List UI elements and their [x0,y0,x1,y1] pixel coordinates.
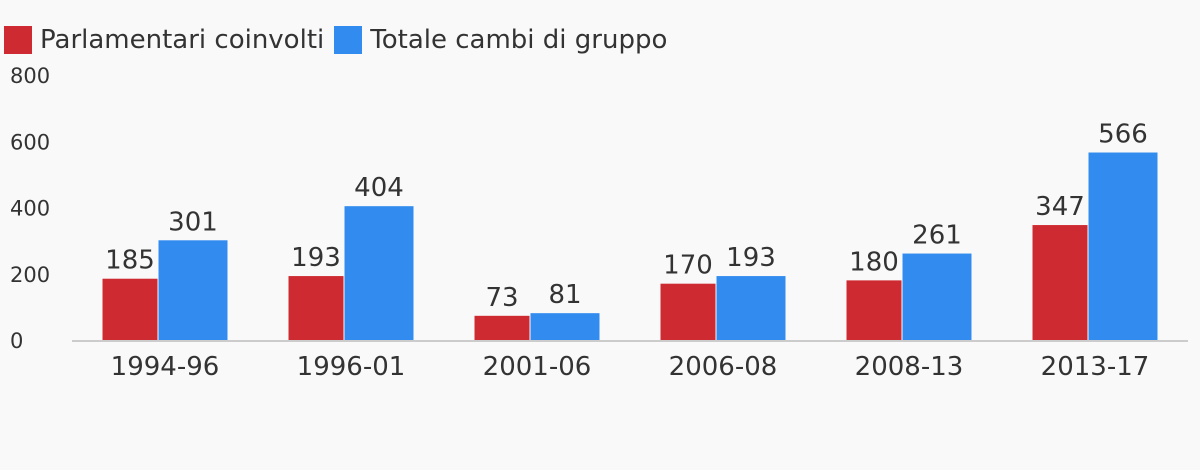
x-category-label: 1996-01 [297,352,406,382]
data-label: 301 [168,207,218,237]
legend-swatch-parlamentari [4,26,32,54]
bar-parlamentari[interactable] [846,280,902,340]
y-tick-label: 400 [10,197,50,221]
bar-totale[interactable] [1088,152,1158,340]
data-label: 193 [291,243,341,273]
data-label: 170 [663,251,713,281]
y-tick-label: 200 [10,263,50,287]
y-tick-label: 600 [10,130,50,154]
bar-totale[interactable] [716,276,786,340]
x-category-label: 1994-96 [111,352,220,382]
bar-parlamentari[interactable] [1032,225,1088,340]
data-label: 81 [548,280,581,310]
bar-totale[interactable] [158,240,228,340]
bar-totale[interactable] [530,313,600,340]
bar-parlamentari[interactable] [288,276,344,340]
data-label: 566 [1098,120,1148,150]
legend-swatch-totale [334,26,363,54]
x-category-label: 2001-06 [483,352,592,382]
legend-item-totale[interactable]: Totale cambi di gruppo [334,25,667,55]
data-label: 185 [105,246,155,276]
bar-totale[interactable] [902,253,972,340]
legend-item-parlamentari[interactable]: Parlamentari coinvolti [4,25,324,55]
legend-label-totale: Totale cambi di gruppo [370,25,668,55]
bar-totale[interactable] [344,206,414,340]
legend-label-parlamentari: Parlamentari coinvolti [40,25,325,55]
bar-parlamentari[interactable] [660,283,716,340]
bar-parlamentari[interactable] [474,315,530,340]
data-label: 180 [849,247,899,277]
y-tick-label: 0 [10,329,23,353]
data-label: 261 [912,221,962,251]
data-label: 404 [354,173,404,203]
bar-parlamentari[interactable] [102,278,158,340]
x-category-label: 2006-08 [669,352,778,382]
x-category-label: 2008-13 [855,352,964,382]
y-tick-label: 800 [10,64,50,88]
data-label: 347 [1035,192,1085,222]
x-category-label: 2013-17 [1041,352,1150,382]
legend: Parlamentari coinvolti Totale cambi di g… [4,22,677,58]
data-label: 73 [485,283,518,313]
data-label: 193 [726,243,776,273]
